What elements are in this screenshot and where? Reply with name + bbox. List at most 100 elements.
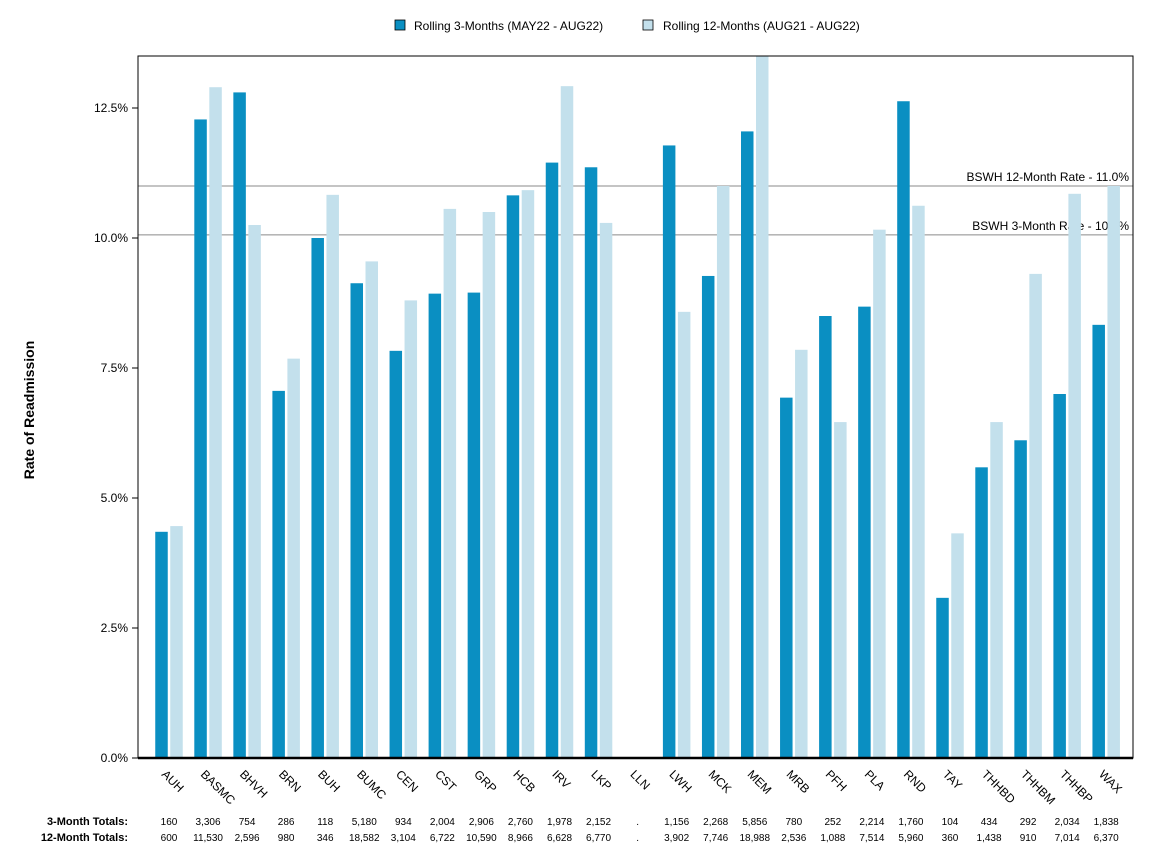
total-12-month-value: 6,722 (430, 833, 455, 844)
bar (389, 350, 403, 758)
total-12-month-value: 1,088 (820, 833, 845, 844)
y-tick-label: 12.5% (94, 101, 128, 115)
bar (599, 222, 613, 759)
total-3-month-value: 2,760 (508, 817, 533, 828)
bar (311, 238, 324, 758)
totals-values: 160 600 3,306 11,530 754 2,596 286 980 118 346 5,1… (161, 817, 1119, 844)
total-12-month-value: 11,530 (193, 833, 223, 844)
total-3-month-value: 104 (942, 817, 959, 828)
bar (897, 101, 910, 759)
bar (716, 186, 730, 758)
total-12-month-value: 7,514 (859, 833, 884, 844)
total-3-month-value: 1,838 (1094, 817, 1119, 828)
bar (194, 119, 207, 758)
bar (795, 349, 808, 758)
bar (506, 195, 520, 759)
total-12-month-value: 360 (942, 833, 959, 844)
total-12-month-value: 18,988 (739, 833, 770, 844)
total-3-month-value: 2,152 (586, 817, 611, 828)
bar (404, 300, 418, 758)
totals-3-month-label: 3-Month Totals: (47, 816, 128, 828)
total-12-month-value: 3,104 (391, 833, 416, 844)
bar (428, 293, 442, 758)
total-12-month-value: 346 (317, 833, 334, 844)
bar (780, 397, 793, 758)
bar (248, 225, 261, 758)
total-12-month-value: 5,960 (898, 833, 923, 844)
total-12-month-value: 980 (278, 833, 295, 844)
total-12-month-value: . (636, 833, 639, 844)
bar (350, 283, 363, 758)
total-3-month-value: 2,906 (469, 817, 494, 828)
reference-line-layer: BSWH 12-Month Rate - 11.0% BSWH 3-Month R… (138, 170, 1133, 236)
bar (1029, 273, 1042, 758)
y-tick-label: 5.0% (101, 491, 129, 505)
bar (741, 131, 754, 758)
bar (584, 167, 598, 758)
bar (936, 597, 949, 758)
total-3-month-value: 252 (825, 817, 842, 828)
total-3-month-value: 1,978 (547, 817, 572, 828)
totals-12-month-label: 12-Month Totals: (41, 832, 128, 844)
bar (287, 358, 300, 758)
total-3-month-value: 3,306 (196, 817, 221, 828)
total-3-month-value: 160 (161, 817, 178, 828)
total-3-month-value: 286 (278, 817, 295, 828)
total-3-month-value: 5,856 (742, 817, 767, 828)
total-12-month-value: 8,966 (508, 833, 533, 844)
legend: Rolling 3-Months (MAY22 - AUG22) Rolling… (394, 19, 860, 33)
bar (443, 208, 457, 758)
total-12-month-value: 3,902 (664, 833, 689, 844)
bar (326, 194, 339, 759)
bar-layer (155, 56, 1120, 759)
reference-line-label: BSWH 3-Month Rate - 10.1% (972, 219, 1129, 233)
bar (834, 422, 847, 758)
bar (677, 311, 691, 758)
total-3-month-value: 780 (785, 817, 802, 828)
bar (756, 56, 769, 758)
total-12-month-value: 6,370 (1094, 833, 1119, 844)
total-12-month-value: 18,582 (349, 833, 380, 844)
bar (467, 292, 481, 758)
bar (365, 261, 378, 758)
bar (560, 86, 574, 758)
bar (912, 205, 925, 758)
total-3-month-value: 2,004 (430, 817, 455, 828)
total-3-month-value: 5,180 (352, 817, 377, 828)
total-3-month-value: 1,760 (898, 817, 923, 828)
total-3-month-value: 434 (981, 817, 998, 828)
legend-swatch-12-month (642, 19, 654, 31)
bar (155, 531, 168, 758)
total-12-month-value: 6,628 (547, 833, 572, 844)
bar (272, 390, 285, 758)
bar (975, 467, 988, 758)
bar (482, 212, 496, 758)
total-3-month-value: 934 (395, 817, 412, 828)
total-12-month-value: 7,014 (1055, 833, 1080, 844)
y-axis-label: Rate of Readmission (21, 341, 37, 479)
total-12-month-value: 2,536 (781, 833, 806, 844)
bar (209, 87, 222, 758)
bar (521, 190, 535, 758)
bar (545, 162, 559, 759)
y-tick-label: 2.5% (101, 621, 129, 635)
total-3-month-value: . (636, 817, 639, 828)
y-tick-layer: 0.0% 2.5% 5.0% 7.5% 10.0% 12.5% (94, 101, 138, 765)
total-3-month-value: 2,034 (1055, 817, 1080, 828)
legend-label-12-month: Rolling 12-Months (AUG21 - AUG22) (663, 19, 860, 33)
bar (858, 306, 871, 758)
legend-label-3-month: Rolling 3-Months (MAY22 - AUG22) (414, 19, 603, 33)
total-12-month-value: 6,770 (586, 833, 611, 844)
total-3-month-value: 754 (239, 817, 256, 828)
bar (1053, 394, 1066, 758)
bar (1068, 193, 1081, 759)
total-12-month-value: 2,596 (235, 833, 260, 844)
bar (1092, 324, 1105, 758)
total-3-month-value: 1,156 (664, 817, 689, 828)
y-tick-label: 0.0% (101, 751, 129, 765)
bar (662, 145, 676, 758)
bar (233, 92, 246, 758)
total-12-month-value: 910 (1020, 833, 1037, 844)
total-3-month-value: 118 (317, 817, 333, 828)
